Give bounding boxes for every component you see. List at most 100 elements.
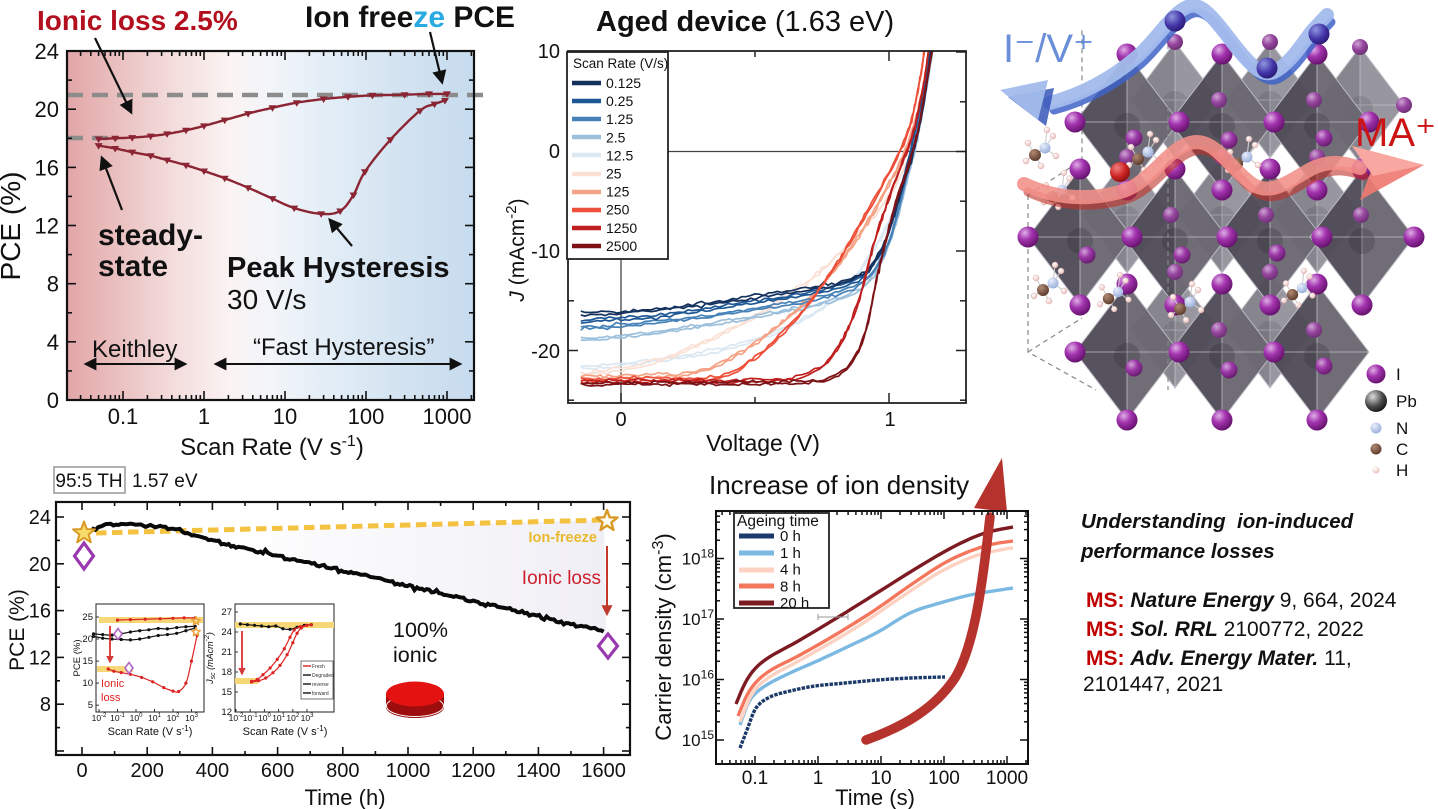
svg-text:10: 10 (82, 678, 93, 689)
svg-text:10-2: 10-2 (229, 713, 244, 723)
svg-text:-10: -10 (531, 241, 560, 263)
svg-text:PCE (%): PCE (%) (0, 172, 26, 281)
svg-text:1: 1 (198, 404, 210, 429)
svg-text:100: 100 (928, 768, 960, 789)
svg-text:125: 125 (606, 184, 630, 200)
svg-text:0: 0 (549, 141, 560, 163)
svg-text:steady-: steady- (98, 219, 203, 252)
svg-text:Aged device (1.63 eV): Aged device (1.63 eV) (596, 6, 894, 38)
svg-text:Jsc (mAcm-2): Jsc (mAcm-2) (204, 632, 217, 685)
svg-text:10-1: 10-1 (243, 713, 258, 723)
svg-text:Ion-freeze: Ion-freeze (529, 530, 598, 546)
svg-text:reverse: reverse (312, 682, 329, 688)
svg-text:0.1: 0.1 (108, 404, 139, 429)
svg-text:10-1: 10-1 (110, 713, 125, 723)
svg-text:“Fast Hysteresis”: “Fast Hysteresis” (253, 334, 434, 361)
svg-text:state: state (98, 250, 168, 283)
svg-text:101: 101 (148, 713, 161, 723)
svg-text:200: 200 (131, 760, 164, 782)
svg-text:2500: 2500 (606, 238, 637, 254)
svg-text:103: 103 (301, 713, 314, 723)
svg-text:95:5 TH: 95:5 TH (55, 471, 122, 492)
svg-text:30 V/s: 30 V/s (227, 284, 306, 315)
svg-text:24: 24 (29, 507, 51, 529)
svg-text:1.57 eV: 1.57 eV (132, 471, 198, 492)
svg-text:Time (s): Time (s) (835, 785, 915, 809)
svg-text:MS: Adv. Energy Mater. 11,: MS: Adv. Energy Mater. 11, (1086, 647, 1352, 670)
svg-text:1 h: 1 h (780, 545, 801, 562)
svg-text:12.5: 12.5 (606, 147, 633, 163)
svg-text:20: 20 (82, 634, 93, 645)
svg-text:8 h: 8 h (780, 578, 801, 595)
svg-text:Ion freeze PCE: Ion freeze PCE (305, 1, 515, 34)
svg-text:Fresh: Fresh (312, 664, 325, 670)
svg-text:C: C (1396, 440, 1408, 459)
svg-text:1016: 1016 (682, 668, 715, 690)
svg-text:1600: 1600 (581, 760, 626, 782)
svg-text:1000: 1000 (386, 760, 431, 782)
svg-text:2.5: 2.5 (606, 129, 626, 145)
svg-text:1015: 1015 (682, 728, 715, 750)
svg-text:4 h: 4 h (780, 562, 801, 579)
svg-text:H: H (1396, 461, 1408, 480)
svg-text:100: 100 (130, 713, 143, 723)
svg-text:Scan Rate (V s-1): Scan Rate (V s-1) (108, 724, 193, 738)
svg-text:1: 1 (884, 409, 895, 431)
svg-text:27: 27 (221, 607, 232, 618)
svg-text:0: 0 (47, 388, 59, 413)
svg-text:102: 102 (286, 713, 299, 723)
svg-text:0: 0 (76, 760, 87, 782)
svg-text:1250: 1250 (606, 220, 637, 236)
svg-text:10: 10 (273, 404, 297, 429)
svg-text:10-2: 10-2 (92, 713, 107, 723)
svg-text:Peak Hysteresis: Peak Hysteresis (227, 252, 450, 284)
svg-text:16: 16 (29, 601, 51, 623)
svg-text:15: 15 (82, 656, 93, 667)
svg-text:1200: 1200 (451, 760, 496, 782)
svg-text:1: 1 (813, 768, 824, 789)
svg-text:250: 250 (606, 202, 630, 218)
svg-text:20: 20 (29, 554, 51, 576)
svg-text:Understanding ion-induced: Understanding ion-induced (1081, 510, 1354, 533)
svg-text:0.25: 0.25 (606, 93, 633, 109)
svg-text:800: 800 (326, 760, 359, 782)
svg-text:Degraded: Degraded (312, 673, 334, 679)
svg-text:PCE (%): PCE (%) (6, 589, 29, 671)
svg-text:1017: 1017 (682, 607, 715, 629)
svg-text:102: 102 (167, 713, 180, 723)
svg-text:Ionic: Ionic (101, 678, 125, 690)
svg-text:loss: loss (101, 692, 121, 704)
svg-text:I⁻/V⁺: I⁻/V⁺ (1003, 27, 1094, 71)
svg-text:400: 400 (196, 760, 229, 782)
svg-text:1018: 1018 (682, 547, 715, 569)
svg-text:21: 21 (221, 647, 232, 658)
svg-text:101: 101 (272, 713, 285, 723)
svg-text:-20: -20 (531, 341, 560, 363)
svg-text:1.25: 1.25 (606, 111, 633, 127)
svg-text:MA⁺: MA⁺ (1355, 111, 1436, 155)
svg-text:1400: 1400 (516, 760, 561, 782)
svg-text:Ionic loss 2.5%: Ionic loss 2.5% (37, 5, 238, 36)
svg-text:Scan Rate (V s-1): Scan Rate (V s-1) (243, 724, 328, 738)
svg-text:100: 100 (258, 713, 271, 723)
svg-text:forward: forward (312, 691, 329, 697)
svg-text:103: 103 (185, 713, 198, 723)
svg-text:100: 100 (348, 404, 385, 429)
svg-text:0: 0 (615, 409, 626, 431)
svg-text:24: 24 (221, 627, 232, 638)
svg-text:12: 12 (29, 647, 51, 669)
svg-text:10: 10 (870, 768, 891, 789)
svg-text:5: 5 (88, 700, 93, 711)
svg-text:Scan Rate (V/s): Scan Rate (V/s) (573, 56, 668, 71)
svg-text:25: 25 (82, 612, 93, 623)
svg-text:0.1: 0.1 (742, 768, 768, 789)
svg-text:100%: 100% (393, 618, 448, 642)
svg-text:Increase of ion density: Increase of ion density (709, 470, 969, 500)
svg-text:Ageing time: Ageing time (737, 513, 819, 530)
svg-text:600: 600 (261, 760, 294, 782)
svg-text:Voltage (V): Voltage (V) (706, 430, 820, 456)
svg-text:Carrier density (cm-3): Carrier density (cm-3) (650, 533, 676, 740)
svg-text:Ionic loss: Ionic loss (522, 568, 601, 589)
svg-text:J (mAcm-2): J (mAcm-2) (503, 198, 529, 302)
svg-text:0.125: 0.125 (606, 75, 641, 91)
